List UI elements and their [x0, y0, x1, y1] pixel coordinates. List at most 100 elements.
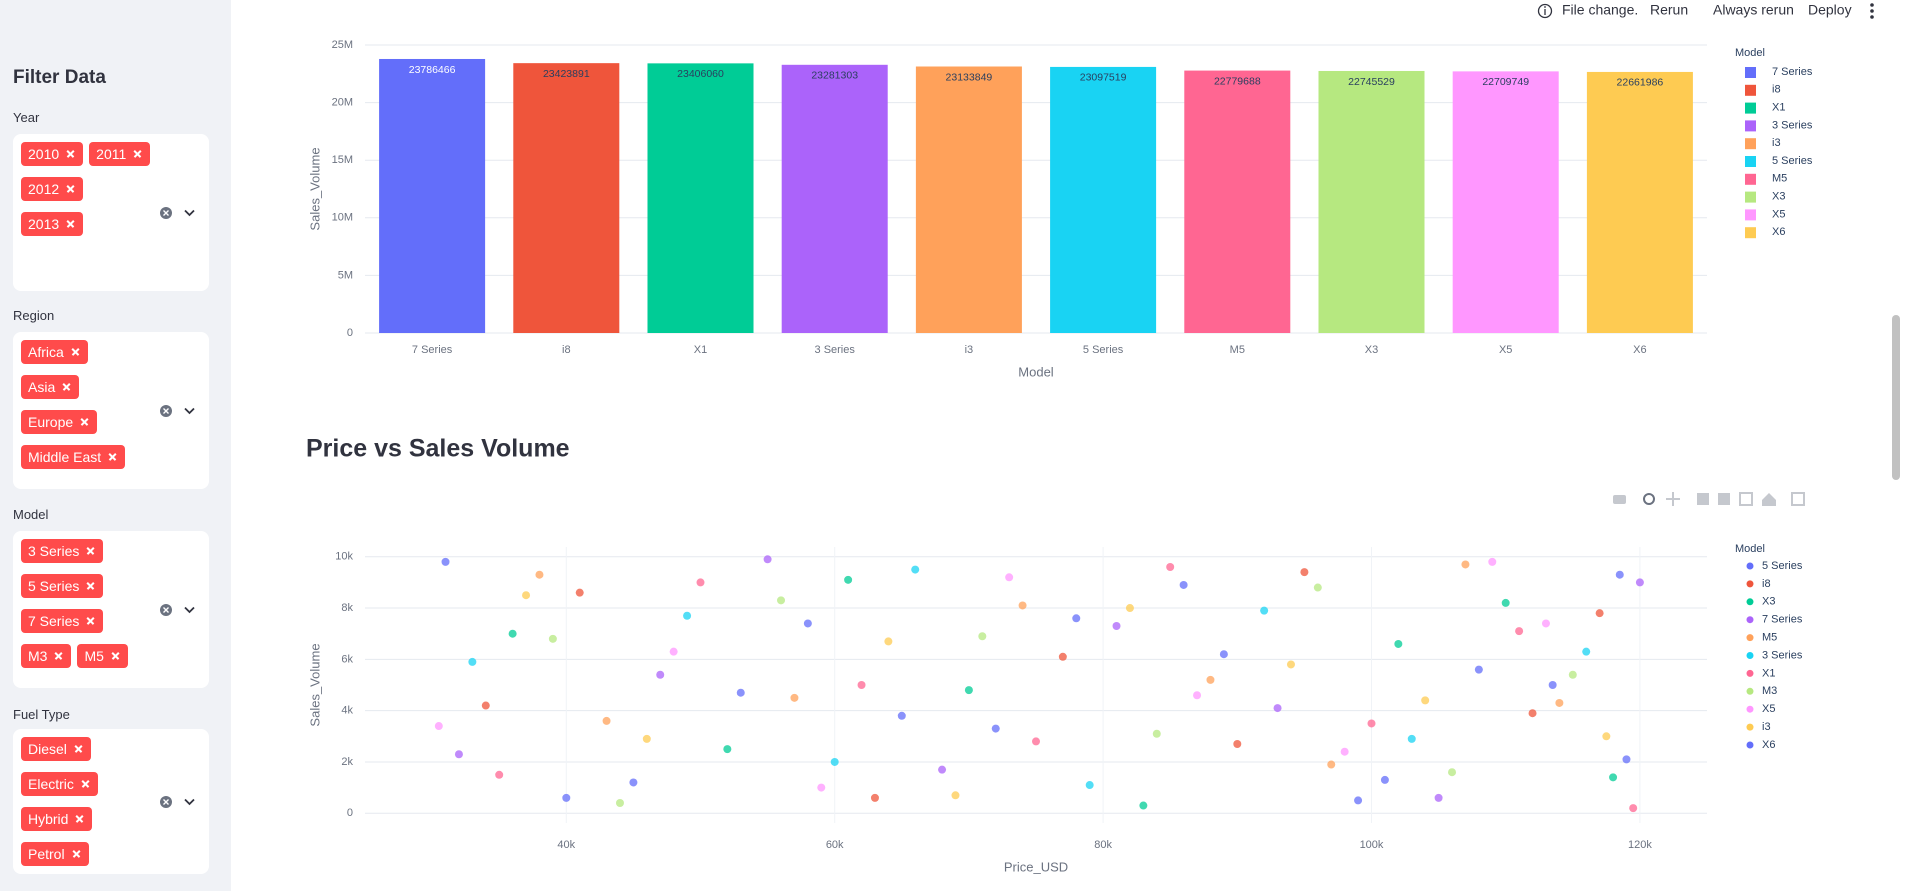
menu-button[interactable] — [1870, 3, 1874, 19]
sidebar: Filter Data Year 2010 2011 2012 2013 Region Af… — [0, 0, 231, 891]
scatter-point — [1300, 568, 1309, 577]
bar-value-label: 23423891 — [543, 68, 590, 80]
selected-tag[interactable]: Hybrid — [21, 807, 93, 831]
select-controls[interactable] — [159, 205, 199, 221]
scatter-point — [857, 681, 866, 689]
bar — [1318, 70, 1425, 334]
x-tick-label: 5 Series — [1083, 344, 1124, 356]
legend-label: X6 — [1762, 739, 1775, 751]
selected-tag[interactable]: 3 Series — [21, 539, 104, 563]
multiselect[interactable]: 2010 2011 2012 2013 — [13, 134, 209, 291]
multiselect[interactable]: 3 Series 5 Series 7 Series M3 M5 — [13, 531, 209, 688]
x-axis-title: Price_USD — [1004, 859, 1068, 874]
multiselect[interactable]: Africa Asia Europe Middle East — [13, 332, 209, 489]
selected-tag[interactable]: M3 — [21, 644, 72, 668]
select-controls[interactable] — [159, 403, 199, 419]
legend-marker — [1746, 723, 1754, 731]
selected-tag[interactable]: Asia — [21, 375, 80, 399]
scatter-point — [1615, 570, 1624, 579]
legend-marker — [1746, 687, 1754, 695]
multiselect[interactable]: Diesel Electric Hybrid Petrol — [13, 729, 209, 874]
scatter-point — [1112, 622, 1121, 631]
legend-swatch — [1745, 191, 1756, 203]
x-tick-label: i3 — [965, 344, 974, 356]
legend-swatch — [1745, 67, 1756, 78]
selected-tag[interactable]: Electric — [21, 772, 98, 796]
x-tick-label: 40k — [557, 839, 575, 851]
selected-tag[interactable]: 2010 — [21, 142, 84, 166]
legend-label: 7 Series — [1762, 614, 1803, 626]
selected-tag[interactable]: 2011 — [89, 142, 151, 166]
legend-label: X1 — [1762, 667, 1775, 679]
selected-tag[interactable]: M5 — [77, 644, 128, 668]
legend-label: X3 — [1762, 596, 1775, 608]
scatter-point — [884, 637, 893, 646]
legend-label: 5 Series — [1762, 560, 1803, 572]
bar-value-label: 22745529 — [1348, 76, 1395, 88]
y-tick-label: 25M — [332, 39, 353, 51]
legend-swatch — [1745, 120, 1756, 132]
scatter-point — [669, 647, 678, 656]
y-tick-label: 6k — [341, 653, 353, 665]
scatter-point — [1474, 665, 1483, 674]
always-rerun-button[interactable]: Always rerun — [1713, 2, 1794, 18]
scatter-point — [1555, 698, 1564, 707]
legend-title: Model — [1735, 47, 1765, 59]
y-tick-label: 0 — [347, 807, 353, 819]
selected-tag[interactable]: Diesel — [21, 737, 91, 761]
selected-tag[interactable]: 7 Series — [21, 609, 104, 633]
info-icon — [1537, 3, 1553, 19]
legend-label: 5 Series — [1772, 155, 1813, 167]
section-heading: Price vs Sales Volume — [306, 435, 570, 463]
scatter-point — [736, 688, 745, 697]
scatter-point — [1219, 650, 1228, 659]
x-tick-label: 100k — [1360, 839, 1384, 851]
legend-label: 3 Series — [1762, 649, 1803, 661]
scatter-point — [790, 693, 799, 702]
scatter-point — [1179, 580, 1188, 589]
bar — [647, 63, 754, 334]
selected-tag[interactable]: 2012 — [21, 177, 84, 201]
y-tick-label: 2k — [341, 756, 353, 768]
scatter-point — [656, 670, 665, 679]
scatter-point — [964, 686, 973, 695]
deploy-button[interactable]: Deploy — [1808, 2, 1852, 18]
scatter-point — [1488, 557, 1497, 566]
selected-tag[interactable]: Africa — [21, 340, 88, 364]
scatter-point — [629, 778, 638, 787]
legend-swatch — [1745, 156, 1756, 167]
scatter-point — [897, 711, 906, 720]
selected-tag[interactable]: Europe — [21, 410, 98, 434]
scatter-point — [1434, 793, 1443, 802]
bar — [379, 58, 486, 333]
rerun-button[interactable]: Rerun — [1650, 2, 1688, 18]
selected-tag[interactable]: 5 Series — [21, 574, 104, 598]
legend-title: Model — [1735, 543, 1765, 555]
scatter-point — [1595, 609, 1604, 618]
select-controls[interactable] — [159, 602, 199, 618]
legend-label: M5 — [1772, 173, 1787, 185]
selected-tag[interactable]: Petrol — [21, 842, 89, 866]
legend-marker — [1746, 562, 1754, 570]
chart-toolbar — [1613, 492, 1805, 506]
scatter-point — [1515, 627, 1524, 636]
scatter-point — [763, 555, 772, 564]
scatter-point — [1139, 801, 1148, 810]
scatter-point — [1582, 647, 1591, 656]
scatter-point — [508, 629, 517, 638]
x-tick-label: 120k — [1628, 839, 1652, 851]
legend-swatch — [1745, 209, 1756, 221]
legend-swatch — [1745, 138, 1756, 150]
scatter-point — [535, 570, 544, 579]
x-tick-label: X1 — [694, 344, 707, 356]
selected-tag[interactable]: Middle East — [21, 445, 126, 469]
legend-label: X1 — [1772, 102, 1785, 114]
scatter-point — [723, 745, 732, 754]
legend-marker — [1746, 616, 1754, 624]
legend-label: M3 — [1762, 685, 1777, 697]
scatter-point — [1018, 601, 1027, 610]
scrollbar[interactable] — [1892, 315, 1900, 480]
y-tick-label: 10M — [332, 212, 353, 224]
selected-tag[interactable]: 2013 — [21, 212, 84, 236]
select-controls[interactable] — [159, 794, 199, 810]
